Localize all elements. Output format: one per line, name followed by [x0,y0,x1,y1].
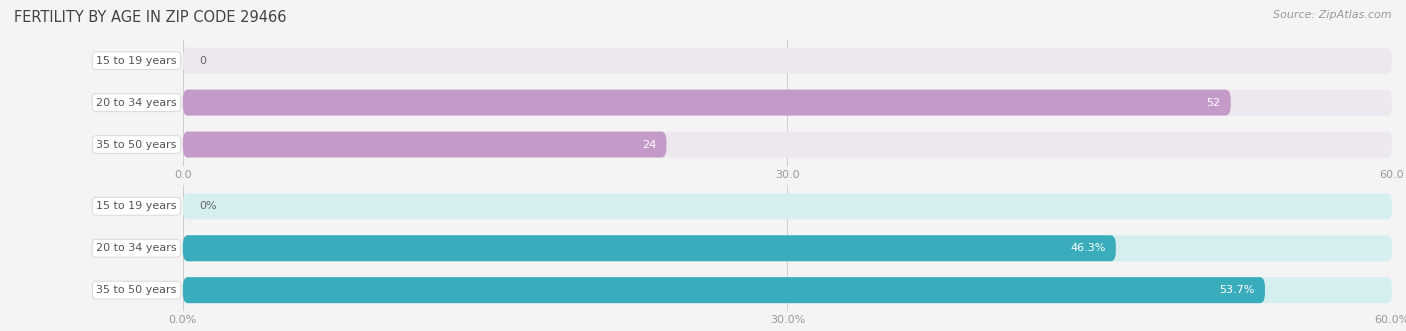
Text: 35 to 50 years: 35 to 50 years [97,140,177,150]
FancyBboxPatch shape [183,131,1392,158]
Text: 53.7%: 53.7% [1219,285,1256,295]
FancyBboxPatch shape [183,131,666,158]
Text: FERTILITY BY AGE IN ZIP CODE 29466: FERTILITY BY AGE IN ZIP CODE 29466 [14,10,287,25]
Text: 35 to 50 years: 35 to 50 years [97,285,177,295]
FancyBboxPatch shape [183,277,1392,303]
FancyBboxPatch shape [183,48,1392,74]
FancyBboxPatch shape [183,235,1116,261]
FancyBboxPatch shape [183,90,1230,116]
Text: Source: ZipAtlas.com: Source: ZipAtlas.com [1274,10,1392,20]
Text: 20 to 34 years: 20 to 34 years [96,243,177,253]
Text: 20 to 34 years: 20 to 34 years [96,98,177,108]
FancyBboxPatch shape [183,193,1392,219]
Text: 15 to 19 years: 15 to 19 years [96,201,177,211]
FancyBboxPatch shape [183,235,1392,261]
Text: 46.3%: 46.3% [1070,243,1105,253]
Text: 15 to 19 years: 15 to 19 years [96,56,177,66]
FancyBboxPatch shape [183,277,1265,303]
Text: 52: 52 [1206,98,1220,108]
Text: 24: 24 [643,140,657,150]
Text: 0: 0 [198,56,205,66]
Text: 0%: 0% [198,201,217,211]
FancyBboxPatch shape [183,90,1392,116]
